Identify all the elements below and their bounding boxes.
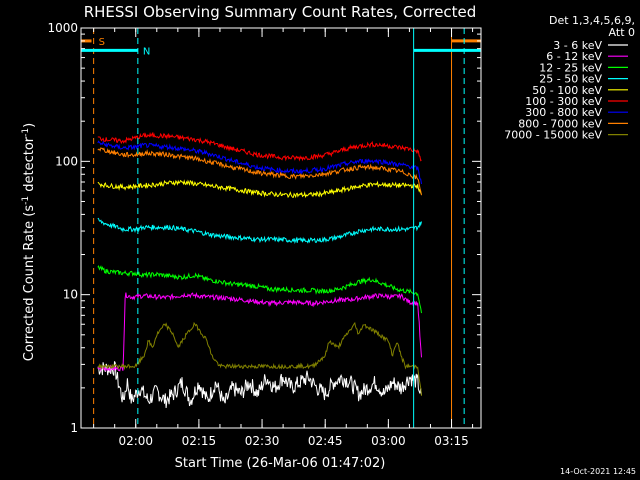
legend-entry-label: 12 - 25 keV	[539, 61, 602, 74]
y-axis: 1 10 100 1000	[47, 21, 481, 435]
legend-entry-label: 3 - 6 keV	[553, 39, 602, 52]
series-line-8	[97, 321, 422, 396]
y-tick-label: 1	[70, 421, 78, 435]
y-tick-label: 1000	[47, 21, 78, 35]
legend-entry-label: 100 - 300 keV	[525, 95, 602, 108]
legend-header-line: Det 1,3,4,5,6,9,	[549, 14, 635, 27]
x-tick-label: 02:45	[308, 434, 343, 448]
legend-entry-label: 6 - 12 keV	[546, 50, 602, 63]
marker-label-0: S	[99, 37, 105, 48]
marker-label-1: N	[143, 46, 150, 57]
y-tick-label: 10	[63, 288, 78, 302]
legend-header-line: Att 0	[609, 26, 635, 39]
x-axis-label: Start Time (26-Mar-06 01:47:02)	[175, 456, 386, 471]
plot-frame	[80, 27, 482, 429]
series-line-2	[97, 265, 422, 314]
x-tick-label: 02:00	[118, 434, 153, 448]
x-tick-label: 02:30	[245, 434, 280, 448]
series-line-6	[97, 140, 422, 184]
chart-title: RHESSI Observing Summary Count Rates, Co…	[84, 3, 477, 21]
x-tick-label: 03:00	[371, 434, 406, 448]
series-line-1	[97, 292, 422, 372]
series-line-4	[97, 179, 422, 199]
legend-entry-label: 25 - 50 keV	[539, 73, 602, 86]
plot-area: SN	[80, 27, 482, 429]
y-tick-label: 100	[55, 154, 78, 168]
footer-timestamp: 14-Oct-2021 12:45	[560, 467, 636, 476]
legend-entry-label: 50 - 100 keV	[532, 84, 602, 97]
legend-entry-label: 800 - 7000 keV	[518, 117, 602, 130]
y-axis-label: Corrected Count Rate (s-1 detector-1)	[21, 123, 37, 361]
x-tick-label: 02:15	[182, 434, 217, 448]
series-line-0	[97, 361, 422, 409]
legend-entry-label: 7000 - 15000 keV	[504, 129, 602, 142]
legend-entry-label: 300 - 800 keV	[525, 106, 602, 119]
series-line-5	[97, 131, 422, 162]
series-line-3	[97, 217, 422, 245]
x-axis: 02:00 02:15 02:30 02:45 03:00 03:15	[93, 28, 474, 448]
x-tick-label: 03:15	[434, 434, 469, 448]
series-line-7	[97, 147, 422, 196]
